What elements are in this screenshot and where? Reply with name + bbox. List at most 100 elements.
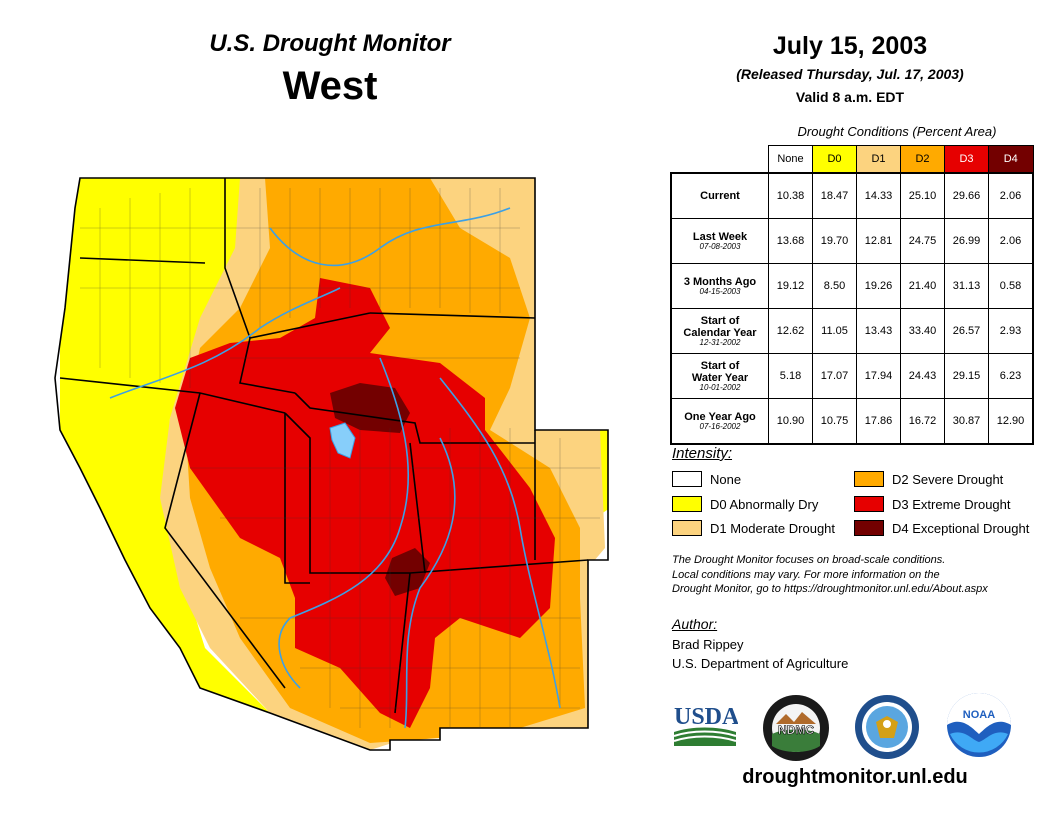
row-label-text: One Year Ago	[684, 410, 756, 423]
county-lines	[80, 188, 600, 728]
usda-logo-text: USDA	[674, 704, 738, 730]
table-row: 3 Months Ago 04-15-2003 19.12 8.50 19.26 21.4…	[670, 263, 1034, 309]
table-row: One Year Ago 07-16-2002 10.90 10.75 17.86 16.…	[670, 398, 1034, 445]
ndmc-logo-text: NDMC	[778, 723, 814, 737]
table-cell: 13.43	[856, 308, 901, 354]
legend-swatch	[672, 520, 702, 536]
col-header-d2: D2	[900, 145, 945, 174]
note-line: Drought Monitor, go to https://droughtmo…	[672, 583, 988, 595]
table-header-row: None D0 D1 D2 D3 D4	[671, 145, 1034, 174]
row-label-text: Water Year	[691, 371, 749, 384]
row-label: One Year Ago 07-16-2002	[670, 398, 769, 445]
table-cell: 8.50	[812, 263, 857, 309]
row-label: Start of Water Year 10-01-2002	[670, 353, 769, 399]
col-header-d3: D3	[944, 145, 989, 174]
table-cell: 10.75	[812, 398, 857, 445]
row-label: 3 Months Ago 04-15-2003	[670, 263, 769, 309]
table-cell: 29.66	[944, 172, 989, 219]
great-salt-lake	[329, 422, 356, 459]
usda-logo: USDA	[673, 704, 738, 746]
d3-area	[175, 278, 555, 728]
valid-time: Valid 8 a.m. EDT	[795, 89, 905, 105]
table-cell: 16.72	[900, 398, 945, 445]
col-header-none: None	[768, 145, 813, 174]
legend-swatch	[672, 471, 702, 487]
table-cell: 5.18	[768, 353, 813, 399]
table-cell: 14.33	[856, 172, 901, 219]
row-date: 10-01-2002	[699, 382, 741, 392]
row-label: Current	[670, 172, 769, 219]
d0-area	[60, 178, 608, 713]
map-series-title: U.S. Drought Monitor	[209, 30, 451, 57]
table-cell: 19.26	[856, 263, 901, 309]
row-label: Last Week 07-08-2003	[670, 218, 769, 264]
row-label-text: Start of	[700, 314, 740, 327]
row-label-text: Start of	[700, 359, 740, 372]
rivers	[109, 207, 561, 729]
col-header-d4: D4	[988, 145, 1034, 174]
col-header-d1: D1	[856, 145, 901, 174]
author-name: Brad Rippey	[672, 637, 744, 652]
author-organization: U.S. Department of Agriculture	[672, 656, 849, 671]
legend-swatch	[854, 520, 884, 536]
d4-area	[330, 383, 430, 596]
table-cell: 29.15	[944, 353, 989, 399]
legend-label: D1 Moderate Drought	[710, 520, 836, 536]
doc-seal-logo	[855, 695, 919, 759]
noaa-logo-text: NOAA	[963, 709, 995, 721]
table-cell: 0.58	[988, 263, 1034, 309]
disclaimer-note: The Drought Monitor focuses on broad-sca…	[672, 553, 1042, 597]
legend-label: D3 Extreme Drought	[892, 496, 1011, 512]
row-label-text: Last Week	[692, 230, 748, 243]
table-cell: 2.06	[988, 218, 1034, 264]
legend-item-none: None	[672, 471, 741, 487]
release-date: (Released Thursday, Jul. 17, 2003)	[736, 66, 964, 82]
legend-title: Intensity:	[672, 445, 733, 462]
website-url[interactable]: droughtmonitor.unl.edu	[742, 766, 968, 788]
note-line: Local conditions may vary. For more info…	[672, 568, 940, 581]
legend-item-d0: D0 Abnormally Dry	[672, 496, 818, 512]
table-corner	[671, 146, 769, 174]
legend-item-d4: D4 Exceptional Drought	[854, 520, 1029, 536]
legend-label: D0 Abnormally Dry	[710, 496, 819, 512]
note-line: The Drought Monitor focuses on broad-sca…	[672, 554, 946, 566]
legend-swatch	[854, 471, 884, 487]
col-header-d0: D0	[812, 145, 857, 174]
legend-item-d3: D3 Extreme Drought	[854, 496, 1011, 512]
table-cell: 17.86	[856, 398, 901, 445]
table-cell: 25.10	[900, 172, 945, 219]
noaa-logo: NOAA	[947, 693, 1011, 757]
state-boundaries	[54, 177, 609, 751]
row-label: Start of Calendar Year 12-31-2002	[670, 308, 769, 354]
legend-swatch	[672, 496, 702, 512]
map-date: July 15, 2003	[772, 32, 928, 60]
legend-label: D4 Exceptional Drought	[892, 520, 1030, 536]
table-cell: 24.75	[900, 218, 945, 264]
table-cell: 33.40	[900, 308, 945, 354]
table-cell: 2.06	[988, 172, 1034, 219]
table-cell: 12.62	[768, 308, 813, 354]
ndmc-logo: NDMC	[763, 695, 829, 761]
row-label-text: 3 Months Ago	[683, 275, 757, 288]
table-cell: 26.57	[944, 308, 989, 354]
table-cell: 12.81	[856, 218, 901, 264]
table-cell: 19.70	[812, 218, 857, 264]
table-row: Start of Water Year 10-01-2002 5.18 17.07 17.…	[670, 353, 1034, 399]
row-date: 04-15-2003	[699, 286, 741, 296]
row-date: 07-08-2003	[699, 241, 741, 251]
table-cell: 21.40	[900, 263, 945, 309]
drought-map	[54, 177, 609, 751]
drought-conditions-table: None D0 D1 D2 D3 D4 Current 10.38 18.47 14.…	[670, 145, 1034, 445]
legend-swatch	[854, 496, 884, 512]
table-cell: 6.23	[988, 353, 1034, 399]
table-cell: 10.38	[768, 172, 813, 219]
table-cell: 17.94	[856, 353, 901, 399]
table-row: Start of Calendar Year 12-31-2002 12.62 11.0…	[670, 308, 1034, 354]
table-caption: Drought Conditions (Percent Area)	[797, 124, 997, 139]
region-title: West	[282, 64, 378, 108]
table-cell: 10.90	[768, 398, 813, 445]
row-label-text: Calendar Year	[683, 326, 757, 339]
row-date: 07-16-2002	[699, 421, 741, 431]
row-label-text: Current	[700, 189, 740, 202]
table-cell: 26.99	[944, 218, 989, 264]
